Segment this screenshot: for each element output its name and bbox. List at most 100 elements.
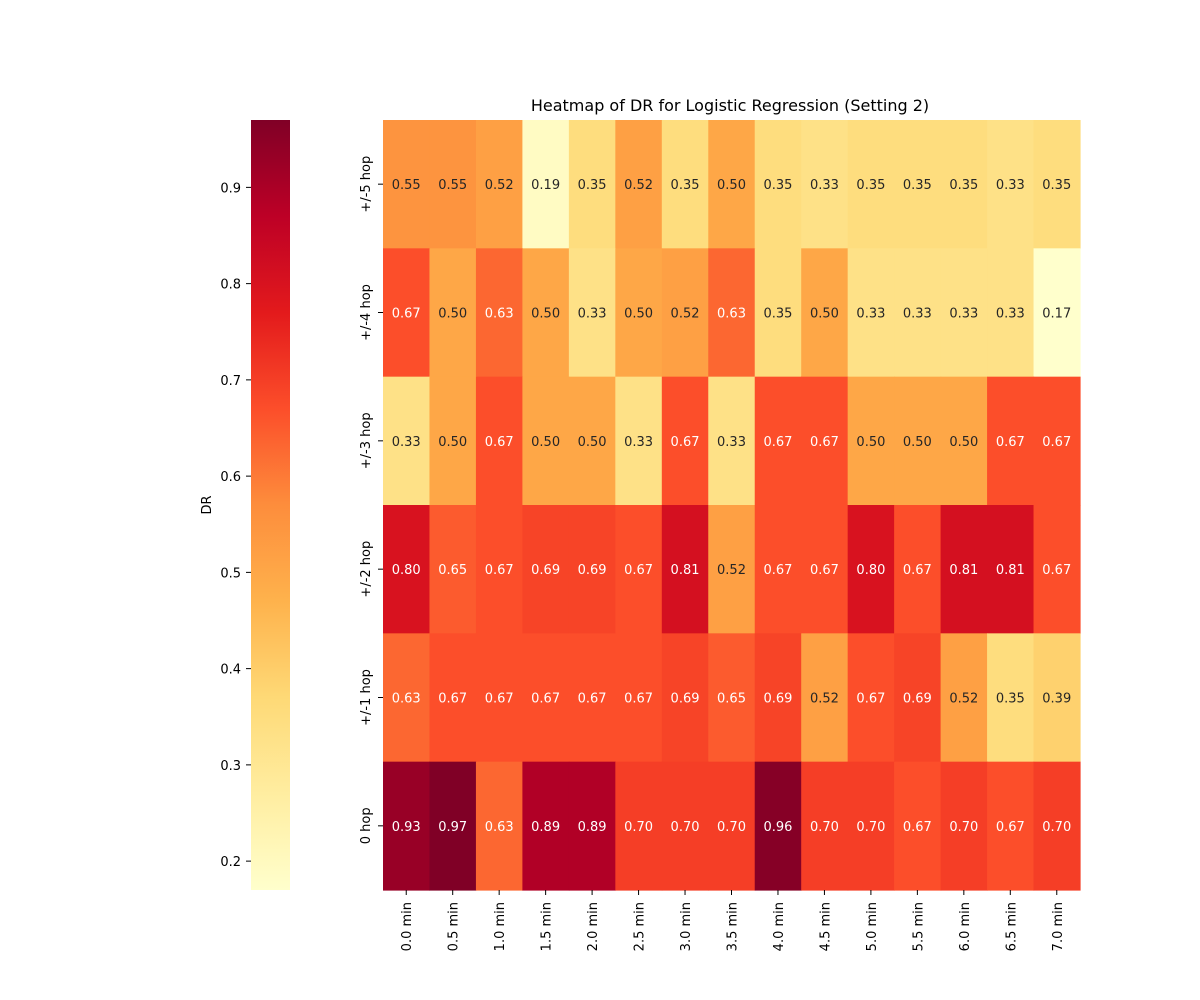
chart-title: Heatmap of DR for Logistic Regression (S… (531, 96, 929, 115)
cell-value-label: 0.70 (717, 820, 746, 835)
cell-value-label: 0.63 (717, 307, 746, 322)
cell-value-label: 0.50 (903, 435, 932, 450)
heatmap-cell (940, 376, 988, 506)
heatmap-cell (801, 120, 849, 249)
cell-value-label: 0.81 (949, 563, 978, 578)
cell-value-label: 0.52 (949, 692, 978, 707)
cell-value-label: 0.33 (810, 178, 839, 193)
cell-value-label: 0.67 (392, 307, 421, 322)
heatmap-cell (661, 505, 709, 634)
heatmap-cell (987, 120, 1035, 249)
heatmap-cell (754, 633, 802, 763)
cell-value-label: 0.63 (485, 820, 514, 835)
heatmap-cell (987, 761, 1035, 891)
cell-value-label: 0.50 (531, 435, 560, 450)
heatmap-cell (522, 120, 570, 249)
heatmap-cell (661, 120, 709, 249)
heatmap-cell (522, 248, 570, 378)
cell-value-label: 0.69 (903, 692, 932, 707)
heatmap-cell (940, 505, 988, 634)
cell-value-label: 0.33 (717, 435, 746, 450)
cell-value-label: 0.67 (485, 563, 514, 578)
colorbar-tick-label: 0.2 (220, 855, 241, 870)
cell-value-label: 0.96 (763, 820, 792, 835)
cell-value-label: 0.52 (671, 307, 700, 322)
cell-value-label: 0.97 (438, 820, 467, 835)
cell-value-label: 0.93 (392, 820, 421, 835)
cell-value-label: 0.35 (949, 178, 978, 193)
cell-value-label: 0.67 (671, 435, 700, 450)
heatmap-cell (987, 376, 1035, 506)
cell-value-label: 0.50 (856, 435, 885, 450)
cell-value-label: 0.67 (531, 692, 560, 707)
heatmap-cell (754, 248, 802, 378)
heatmap-cell (708, 761, 756, 891)
cell-value-label: 0.67 (1042, 563, 1071, 578)
heatmap-cell (661, 376, 709, 506)
cell-value-label: 0.67 (485, 435, 514, 450)
cell-value-label: 0.35 (763, 307, 792, 322)
heatmap-grid: 0.55 0.55 0.52 0.19 0.35 0.52 0.35 0.50 0.35 0.33… (383, 120, 1081, 891)
cell-value-label: 0.33 (949, 307, 978, 322)
x-tick-label: 4.0 min (772, 902, 787, 951)
heatmap-cell (615, 761, 663, 891)
heatmap-cell (894, 120, 942, 249)
cell-value-label: 0.52 (717, 563, 746, 578)
heatmap-cell (754, 120, 802, 249)
cell-value-label: 0.52 (810, 692, 839, 707)
heatmap-cell (661, 248, 709, 378)
cell-value-label: 0.33 (903, 307, 932, 322)
heatmap-cell (661, 761, 709, 891)
heatmap-cell (987, 505, 1035, 634)
x-tick-label: 6.5 min (1004, 902, 1019, 951)
cell-value-label: 0.35 (856, 178, 885, 193)
cell-value-label: 0.50 (531, 307, 560, 322)
heatmap-cell (475, 120, 523, 249)
x-tick-label: 5.0 min (865, 902, 880, 951)
heatmap-cell (801, 505, 849, 634)
x-tick-label: 2.0 min (586, 902, 601, 951)
cell-value-label: 0.70 (671, 820, 700, 835)
heatmap-cell (847, 633, 895, 763)
heatmap-cell (754, 376, 802, 506)
heatmap-cell (1033, 120, 1081, 249)
x-tick-label: 0.0 min (400, 902, 415, 951)
colorbar-tick-label: 0.6 (220, 470, 241, 485)
heatmap-cell (568, 761, 616, 891)
cell-value-label: 0.67 (903, 820, 932, 835)
cell-value-label: 0.67 (763, 435, 792, 450)
heatmap-cell (940, 633, 988, 763)
heatmap-cell (522, 761, 570, 891)
y-tick-label: +/-5 hop (359, 156, 374, 213)
heatmap-cell (754, 505, 802, 634)
colorbar-gradient (251, 120, 290, 890)
heatmap-cell (475, 505, 523, 634)
heatmap-cell (568, 505, 616, 634)
x-tick-label: 1.0 min (493, 902, 508, 951)
heatmap-cell (1033, 505, 1081, 634)
cell-value-label: 0.35 (1042, 178, 1071, 193)
heatmap-cell (847, 376, 895, 506)
colorbar-label: DR (200, 495, 215, 514)
cell-value-label: 0.80 (392, 563, 421, 578)
cell-value-label: 0.67 (438, 692, 467, 707)
heatmap-cell (383, 120, 431, 249)
heatmap-cell (475, 248, 523, 378)
heatmap-cell (894, 376, 942, 506)
x-tick-label: 0.5 min (447, 902, 462, 951)
colorbar: 0.2 0.3 0.4 0.5 0.6 0.7 0.8 0.9 (220, 120, 290, 890)
cell-value-label: 0.67 (810, 563, 839, 578)
cell-value-label: 0.63 (485, 307, 514, 322)
heatmap-cell (940, 120, 988, 249)
heatmap-cell (708, 248, 756, 378)
x-tick-label: 1.5 min (540, 902, 555, 951)
heatmap-cell (429, 248, 477, 378)
cell-value-label: 0.70 (1042, 820, 1071, 835)
cell-value-label: 0.67 (1042, 435, 1071, 450)
cell-value-label: 0.35 (578, 178, 607, 193)
cell-value-label: 0.50 (578, 435, 607, 450)
heatmap-cell (429, 505, 477, 634)
cell-value-label: 0.70 (810, 820, 839, 835)
colorbar-tick-label: 0.7 (220, 374, 241, 389)
